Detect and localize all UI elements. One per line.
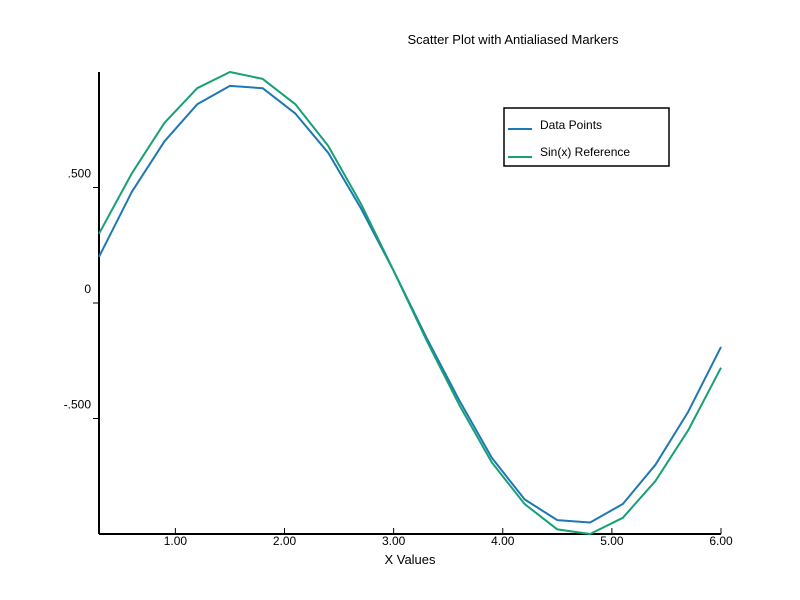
x-tick-label: 5.00	[600, 534, 624, 548]
chart-title: Scatter Plot with Antialiased Markers	[408, 32, 619, 47]
y-tick-label: .500	[68, 167, 92, 181]
x-tick-label: 6.00	[709, 534, 733, 548]
x-axis-label: X Values	[384, 552, 436, 567]
legend-label-data-points: Data Points	[540, 118, 602, 132]
axis-ticks: 1.00 2.00 3.00 4.00 5.00 6.00 .500 0 -.500	[64, 167, 733, 549]
plot-series	[98, 71, 722, 535]
legend-label-sin-reference: Sin(x) Reference	[540, 145, 630, 159]
legend: Data Points Sin(x) Reference	[503, 107, 670, 167]
x-tick-label: 4.00	[491, 534, 515, 548]
y-tick-label: -.500	[64, 398, 92, 412]
series-line-sin-x-reference	[98, 71, 722, 535]
x-tick-label: 3.00	[382, 534, 406, 548]
x-tick-label: 1.00	[164, 534, 188, 548]
y-tick-label: 0	[84, 282, 91, 296]
x-tick-label: 2.00	[273, 534, 297, 548]
